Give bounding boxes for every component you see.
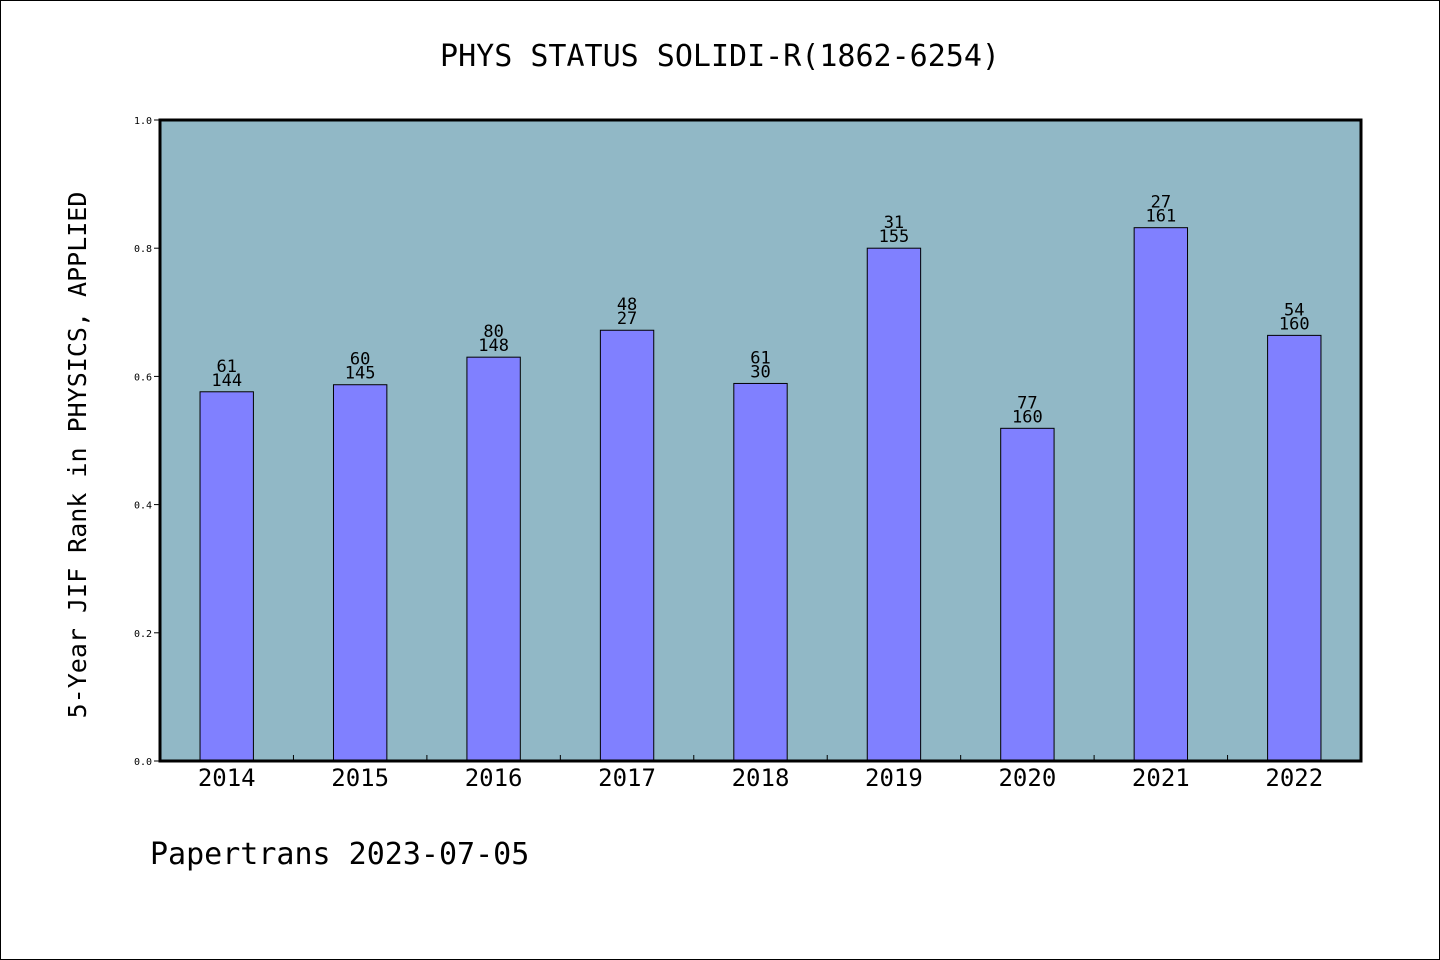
x-tick-label: 2021 [1132, 764, 1190, 792]
y-tick-label: 0.6 [134, 372, 152, 383]
x-axis: 2014 2015 2016 2017 2018 2019 2020 2021 2022 [198, 755, 1323, 792]
bar-rank-label: 48 [617, 295, 637, 315]
x-tick-label: 2020 [998, 764, 1056, 792]
footer-text: Papertrans 2023-07-05 [150, 837, 529, 872]
y-tick-label: 0.2 [134, 629, 152, 640]
y-tick-label: 0.4 [134, 501, 152, 512]
bar-rank-label: 54 [1284, 300, 1304, 320]
x-tick-label: 2018 [732, 764, 790, 792]
x-tick-label: 2017 [598, 764, 656, 792]
bar-2022 [1267, 334, 1322, 762]
bar-2019 [866, 247, 922, 762]
bar-2014 [199, 391, 254, 762]
y-axis: 0.0 0.2 0.4 0.6 0.8 1.0 [134, 116, 160, 768]
bar-2018 [733, 382, 788, 762]
y-tick-label: 1.0 [134, 116, 152, 127]
bar-rank-label: 60 [350, 350, 370, 370]
bar-total-label: 144 [211, 371, 242, 391]
bar-total-label: 148 [478, 336, 509, 356]
bar-total-label: 160 [1012, 407, 1043, 427]
y-axis-label: 5-Year JIF Rank in PHYSICS, APPLIED [63, 192, 92, 719]
bar-total-label: 161 [1145, 207, 1176, 227]
bars [199, 227, 1322, 762]
data-labels: 6114460145801484827613031155771602716154… [211, 193, 1309, 428]
bar-rank-label: 31 [884, 213, 904, 233]
bar-2020 [1000, 427, 1055, 762]
bar-total-label: 27 [617, 309, 637, 329]
y-tick-label: 0.8 [134, 244, 152, 255]
y-tick-label: 0.0 [134, 757, 152, 768]
bar-total-label: 145 [345, 364, 376, 384]
bar-rank-label: 61 [216, 357, 236, 377]
chart-title: PHYS STATUS SOLIDI-R(1862-6254) [440, 39, 1000, 74]
bar-2015 [332, 384, 388, 762]
x-tick-label: 2015 [331, 764, 389, 792]
bar-2021 [1133, 227, 1189, 762]
x-tick-label: 2022 [1265, 764, 1323, 792]
x-tick-label: 2016 [465, 764, 523, 792]
bar-rank-label: 80 [483, 322, 503, 342]
bar-rank-label: 27 [1151, 193, 1171, 213]
x-tick-label: 2019 [865, 764, 923, 792]
bar-2017 [599, 329, 655, 762]
bar-total-label: 30 [750, 362, 770, 382]
plot-border [158, 118, 1363, 763]
bar-rank-label: 61 [750, 348, 770, 368]
bar-rank-label: 77 [1017, 393, 1037, 413]
bar-total-label: 160 [1279, 314, 1310, 334]
bar-2016 [466, 356, 521, 762]
bar-total-label: 155 [879, 227, 910, 247]
x-tick-label: 2014 [198, 764, 256, 792]
